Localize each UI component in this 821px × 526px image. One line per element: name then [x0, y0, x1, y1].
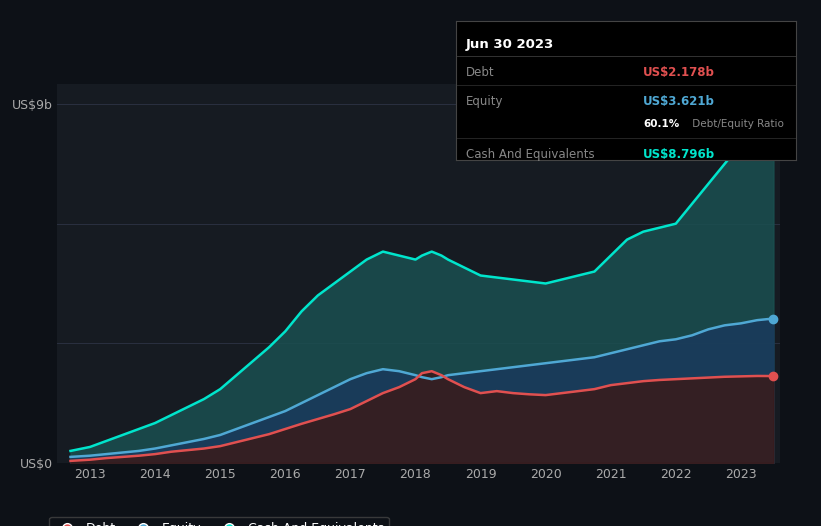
Text: Debt/Equity Ratio: Debt/Equity Ratio	[689, 119, 784, 129]
Text: US$3.621b: US$3.621b	[643, 95, 715, 108]
Text: Debt: Debt	[466, 66, 494, 79]
Text: Jun 30 2023: Jun 30 2023	[466, 38, 554, 51]
Legend: Debt, Equity, Cash And Equivalents: Debt, Equity, Cash And Equivalents	[49, 517, 389, 526]
Text: Equity: Equity	[466, 95, 503, 108]
Text: 60.1%: 60.1%	[643, 119, 679, 129]
Text: US$8.796b: US$8.796b	[643, 148, 715, 161]
Text: US$2.178b: US$2.178b	[643, 66, 715, 79]
Text: Cash And Equivalents: Cash And Equivalents	[466, 148, 594, 161]
